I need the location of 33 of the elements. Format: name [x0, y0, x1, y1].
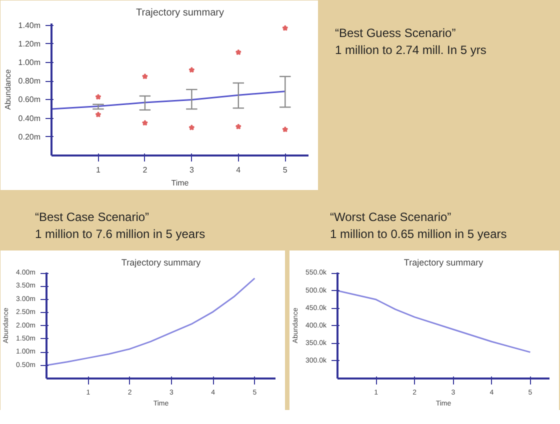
line-series	[52, 90, 286, 110]
x-tick-label: 3	[189, 166, 194, 174]
y-tick-label: 1.40m	[18, 20, 41, 30]
y-axis-title: Abundance	[3, 68, 12, 110]
point	[235, 123, 242, 130]
y-tick-label: 0.80m	[18, 76, 41, 86]
y-tick-label: 0.20m	[18, 132, 41, 142]
text: “Worst Case Scenario” 1 million to 0.65 million in 5 years	[330, 209, 507, 244]
line-series	[338, 290, 531, 353]
chart-title: Trajectory summary	[404, 258, 484, 268]
x-tick-label: 2	[142, 166, 148, 174]
point	[282, 24, 288, 31]
point	[142, 120, 148, 126]
point	[188, 66, 195, 73]
point	[95, 94, 102, 100]
x-tick-label: 4	[236, 166, 242, 174]
x-tick-label: 1	[96, 166, 102, 174]
y-tick-label: 0.40m	[18, 114, 41, 123]
point	[95, 111, 102, 118]
x-axis-title: Time	[171, 178, 190, 188]
y-tick-label: 1.00m	[18, 58, 41, 68]
point	[188, 124, 195, 130]
text: “Best Case Scenario” 1 million to 7.6 million in 5 years	[35, 209, 206, 244]
point	[142, 73, 148, 80]
y-tick-label: 0.60m	[18, 95, 41, 104]
point	[235, 49, 242, 56]
y-tick-label: 1.20m	[18, 39, 41, 48]
chart-title: Trajectory summary	[136, 8, 224, 18]
line-series	[46, 278, 256, 366]
point	[282, 126, 288, 132]
x-tick-label: 5	[282, 166, 288, 174]
text: “Best Guess Scenario” 1 million to 2.74 mill. In 5 yrs	[335, 25, 486, 60]
chart-title: Trajectory summary	[121, 258, 202, 268]
